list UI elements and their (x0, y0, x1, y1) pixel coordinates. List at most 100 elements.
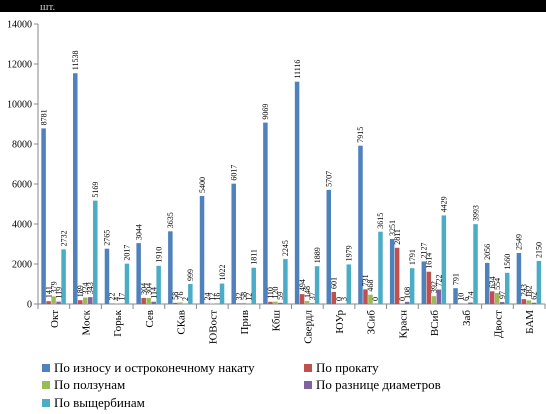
data-label: 16 (213, 293, 222, 301)
data-label: 12 (208, 293, 217, 301)
bar (78, 300, 83, 304)
data-label: 6 (461, 297, 470, 301)
bar (141, 297, 146, 304)
top-bar (0, 0, 546, 12)
x-tick-label: Двост (492, 310, 504, 338)
y-tick-label: 4000 (12, 220, 32, 231)
legend-label: По ползунам (54, 377, 126, 392)
bar (494, 292, 500, 304)
data-label: 554 (493, 278, 502, 290)
bar (473, 224, 478, 304)
bar (536, 261, 542, 304)
data-label: 304 (139, 283, 148, 295)
bar (484, 262, 490, 304)
x-tick-label: Моск (81, 309, 93, 335)
bar (368, 294, 373, 304)
data-label: 9069 (261, 104, 270, 120)
y-tick-label: 12000 (7, 60, 32, 71)
bar (46, 301, 51, 304)
legend-label: По износу и остроконечному накату (54, 360, 255, 375)
data-label: 2245 (281, 240, 290, 256)
data-label: 1889 (313, 247, 322, 263)
data-label: 392 (430, 281, 439, 293)
bar (358, 145, 363, 304)
legend-swatch (304, 364, 312, 372)
bar (136, 243, 141, 304)
bar (83, 297, 88, 304)
data-label: 343 (86, 282, 95, 294)
legend-swatch (304, 381, 312, 389)
data-label: 2765 (103, 230, 112, 246)
data-label: 2 (181, 297, 190, 301)
legend-label: По прокату (316, 360, 379, 375)
data-label: 12 (244, 293, 253, 301)
x-tick-label: ЮУр (334, 310, 346, 334)
bar (263, 122, 268, 305)
y-tick-label: 10000 (7, 100, 32, 111)
x-tick-label: СКав (176, 310, 188, 335)
bar (363, 289, 368, 304)
bar (73, 73, 78, 305)
data-label: 97 (498, 291, 507, 299)
data-label: 1979 (345, 245, 354, 261)
bar (314, 266, 320, 304)
x-tick-label: Кбш (271, 309, 283, 331)
bar (273, 301, 278, 304)
bar (409, 268, 415, 304)
data-label: 62 (530, 292, 539, 300)
data-label: 3251 (388, 220, 397, 236)
legend-item-rolling: По прокату (304, 360, 379, 376)
bar (516, 253, 522, 304)
bar (441, 215, 447, 304)
legend-item-chips: По выщербинам (42, 395, 145, 411)
data-label: 110 (266, 287, 275, 299)
bar (241, 302, 246, 304)
data-label: 304 (144, 283, 153, 295)
data-label: 58 (239, 292, 248, 300)
data-label: 1614 (425, 253, 434, 269)
data-label: 601 (330, 277, 339, 289)
data-label: 5707 (325, 171, 334, 187)
data-label: 6017 (229, 165, 238, 181)
legend-swatch (42, 381, 50, 389)
data-label: 1791 (408, 249, 417, 265)
bar (173, 302, 178, 304)
bar (309, 303, 315, 304)
bar (61, 249, 66, 304)
data-label: 999 (186, 269, 195, 281)
bar (436, 289, 442, 304)
legend-swatch (42, 399, 50, 407)
data-label: 108 (403, 287, 412, 299)
bar (124, 263, 130, 304)
bar (331, 291, 337, 304)
bar (389, 238, 395, 304)
data-label: 11538 (71, 51, 80, 71)
bar (56, 301, 61, 304)
data-label: 2811 (393, 229, 402, 245)
bar (326, 189, 332, 304)
data-label: 0 (398, 297, 407, 301)
x-tick-label: Свердл (302, 309, 314, 343)
legend-item-diameter: По разнице диаметров (304, 377, 441, 393)
data-label: 3044 (134, 224, 143, 240)
bar (199, 196, 205, 304)
x-tick-label: БАМ (524, 310, 536, 334)
unit-label: шт. (40, 1, 56, 13)
bar (178, 302, 183, 304)
bar (51, 296, 56, 304)
y-tick-label: 8000 (12, 140, 32, 151)
x-tick-label: Прив (239, 310, 251, 335)
data-label: 731 (361, 274, 370, 286)
data-label: 5400 (198, 177, 207, 193)
bar (151, 301, 156, 304)
y-tick-label: 2000 (12, 260, 32, 271)
x-tick-label: ВСиб (429, 310, 441, 337)
x-tick-label: ЮВост (207, 310, 219, 344)
data-label: 468 (366, 280, 375, 292)
data-label: 11116 (293, 60, 302, 79)
data-label: 243 (520, 284, 529, 296)
data-label: 1910 (154, 247, 163, 263)
bar (346, 264, 352, 304)
bar (278, 302, 283, 304)
bar (146, 297, 151, 304)
